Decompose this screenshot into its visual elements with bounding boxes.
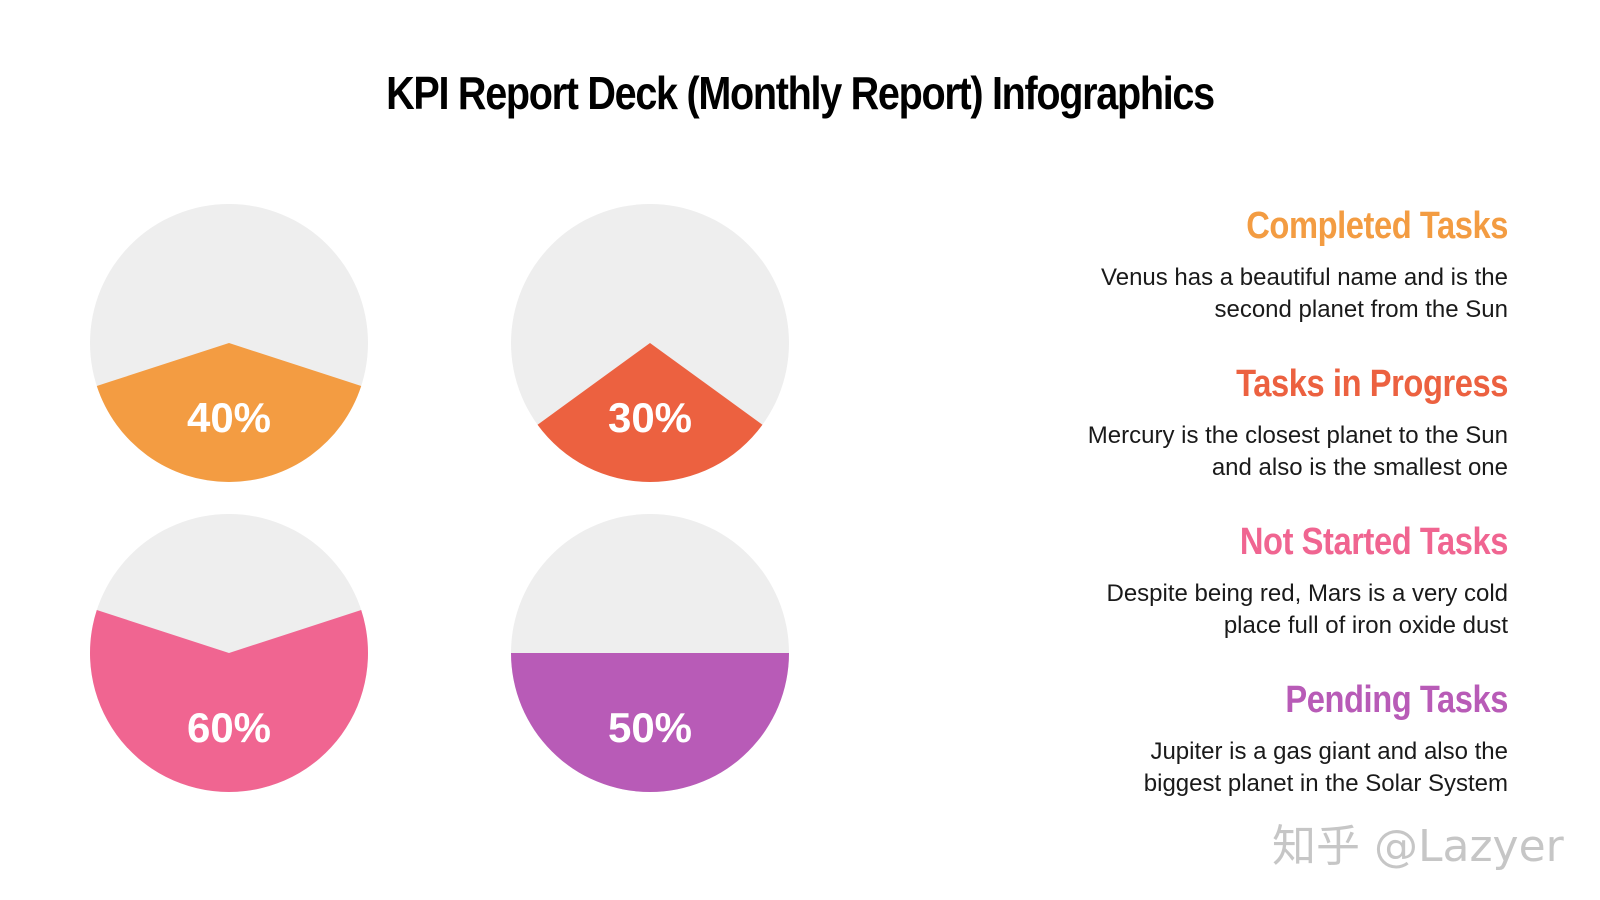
legend-not-started: Not Started Tasks Despite being red, Mar… <box>988 521 1509 642</box>
pie-charts: 40% 30% 60% 50% <box>90 204 789 792</box>
pie-chart-not-started: 60% <box>90 514 368 792</box>
percent-label-pending: 50% <box>608 704 692 751</box>
heading-pending: Pending Tasks <box>1285 679 1508 721</box>
description-in-progress: Mercury is the closest planet to the Sun… <box>1087 421 1508 481</box>
legend-completed: Completed Tasks Venus has a beautiful na… <box>988 205 1508 326</box>
percent-label-completed: 40% <box>187 394 271 441</box>
percent-label-not-started: 60% <box>187 704 271 751</box>
description-completed: Venus has a beautiful name and is the sec… <box>1101 263 1508 323</box>
page-title: KPI Report Deck (Monthly Report) Infogra… <box>386 67 1215 119</box>
description-not-started: Despite being red, Mars is a very cold pl… <box>1106 579 1508 639</box>
pie-slice-not-started <box>90 610 368 792</box>
pie-slice-in-progress <box>537 343 763 482</box>
heading-not-started: Not Started Tasks <box>1239 521 1509 563</box>
pie-slice-completed <box>96 343 362 483</box>
legend-pending: Pending Tasks Jupiter is a gas giant and… <box>988 679 1509 800</box>
pie-chart-in-progress: 30% <box>511 204 789 482</box>
heading-completed: Completed Tasks <box>1246 205 1508 247</box>
percent-label-in-progress: 30% <box>608 394 692 441</box>
description-pending: Jupiter is a gas giant and also the bigge… <box>1143 737 1508 797</box>
pie-chart-pending: 50% <box>511 514 789 792</box>
heading-in-progress: Tasks in Progress <box>1236 363 1508 405</box>
pie-slice-pending <box>511 653 789 792</box>
watermark: 知乎 @Lazyer <box>1272 821 1564 872</box>
legend-in-progress: Tasks in Progress Mercury is the closest… <box>988 363 1509 484</box>
pie-chart-completed: 40% <box>90 204 368 483</box>
